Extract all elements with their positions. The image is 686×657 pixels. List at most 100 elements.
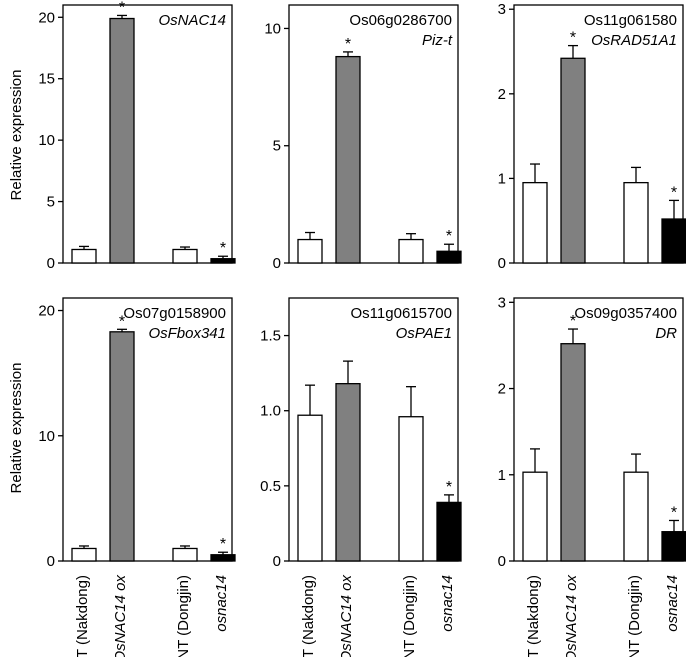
plot-frame: [288, 297, 459, 562]
gene-id: Os11g0615700: [351, 305, 452, 322]
significance-star: *: [671, 504, 677, 521]
plot-frame: [288, 4, 459, 264]
bar: [436, 501, 462, 562]
gene-id: Os11g061580: [584, 12, 677, 29]
xlabel-osnac14: osnac14: [439, 575, 456, 632]
significance-star: *: [220, 240, 226, 257]
ylabel-bottom: Relative expression: [8, 363, 25, 494]
xlabels-col-3: NT (Nakdong) OsNAC14 ox NT (Dongjin) osn…: [525, 575, 681, 657]
xlabel-nt-dongjin: NT (Dongjin): [175, 575, 192, 657]
bar: [560, 343, 586, 562]
gene-id: Os07g0158900: [123, 305, 226, 322]
bar: [398, 416, 424, 562]
y-tick-label: 10: [264, 20, 281, 37]
chart-panel: 0 5 10 15 20 * * OsNAC14: [38, 0, 236, 272]
plot-frame: [62, 297, 233, 562]
xlabels-col-1: NT (Nakdong) OsNAC14 ox NT (Dongjin) osn…: [74, 575, 230, 657]
ylabel-top: Relative expression: [8, 70, 25, 201]
bar: [623, 471, 649, 562]
y-tick-label: 0: [273, 553, 281, 570]
bar: [71, 248, 97, 264]
plot-frame: [62, 4, 233, 264]
xlabels-col-2: NT (Nakdong) OsNAC14 ox NT (Dongjin) osn…: [300, 575, 456, 657]
bar: [661, 218, 686, 264]
xlabel-nt-nakdong: NT (Nakdong): [525, 575, 542, 657]
chart-panel: 0 5 10 * * Os06g0286700 Piz-t: [264, 4, 462, 272]
bar: [560, 57, 586, 264]
significance-star: *: [119, 0, 125, 16]
bar: [297, 414, 323, 562]
xlabel-osnac14: osnac14: [664, 575, 681, 632]
xlabel-osnac14-ox: OsNAC14 ox: [338, 575, 355, 657]
gene-name: OsNAC14: [158, 12, 226, 29]
plot-frame: [513, 297, 684, 562]
bar: [210, 258, 236, 264]
y-tick-label: 3: [498, 294, 506, 311]
significance-star: *: [119, 313, 125, 330]
significance-star: *: [345, 36, 351, 53]
y-tick-label: 0: [273, 255, 281, 272]
y-tick-label: 1: [498, 467, 506, 484]
gene-id: Os06g0286700: [349, 12, 452, 29]
bar: [398, 238, 424, 264]
y-tick-label: 2: [498, 86, 506, 103]
gene-id: Os09g0357400: [574, 305, 677, 322]
bar: [335, 383, 361, 562]
bar: [109, 331, 135, 562]
bar: [210, 554, 236, 562]
y-tick-label: 10: [38, 428, 55, 445]
significance-star: *: [220, 536, 226, 553]
bar: [335, 55, 361, 264]
bar: [71, 547, 97, 562]
plot-frame: [513, 4, 684, 264]
y-tick-label: 5: [47, 194, 55, 211]
y-tick-label: 5: [273, 138, 281, 155]
bar: [172, 547, 198, 562]
y-tick-label: 1.5: [260, 328, 281, 345]
significance-star: *: [671, 184, 677, 201]
y-tick-label: 0: [47, 255, 55, 272]
chart-panel: 0 1 2 3 * * Os11g061580 OsRAD51A1: [498, 1, 686, 272]
bar: [436, 250, 462, 264]
bar: [172, 248, 198, 264]
bar: [297, 238, 323, 264]
y-tick-label: 1: [498, 170, 506, 187]
xlabel-nt-dongjin: NT (Dongjin): [401, 575, 418, 657]
y-tick-label: 0: [47, 553, 55, 570]
significance-star: *: [570, 30, 576, 47]
xlabel-nt-nakdong: NT (Nakdong): [300, 575, 317, 657]
xlabel-osnac14-ox: OsNAC14 ox: [112, 575, 129, 657]
significance-star: *: [446, 479, 452, 496]
y-tick-label: 20: [38, 303, 55, 320]
y-tick-label: 1.0: [260, 403, 281, 420]
chart-panels: 05101520**OsNAC140510**Os06g0286700Piz-t…: [38, 0, 686, 570]
significance-star: *: [446, 228, 452, 245]
y-tick-label: 3: [498, 1, 506, 18]
gene-name: OsPAE1: [396, 325, 452, 342]
y-tick-label: 0: [498, 255, 506, 272]
chart-panel: 0 0.5 1.0 1.5 * Os11g0615700 OsPAE1: [260, 297, 462, 570]
xlabel-nt-nakdong: NT (Nakdong): [74, 575, 91, 657]
bar: [623, 181, 649, 264]
y-tick-label: 2: [498, 381, 506, 398]
gene-name: Piz-t: [422, 32, 453, 49]
bar: [522, 181, 548, 264]
y-tick-label: 20: [38, 9, 55, 26]
bar: [109, 17, 135, 264]
y-tick-label: 0: [498, 553, 506, 570]
gene-name: OsRAD51A1: [591, 32, 677, 49]
y-tick-label: 10: [38, 132, 55, 149]
bar: [661, 531, 686, 562]
gene-name: OsFbox341: [148, 325, 226, 342]
y-tick-label: 15: [38, 71, 55, 88]
xlabel-nt-dongjin: NT (Dongjin): [626, 575, 643, 657]
xlabel-osnac14: osnac14: [213, 575, 230, 632]
gene-name: DR: [655, 325, 677, 342]
bar: [522, 471, 548, 562]
y-tick-label: 0.5: [260, 478, 281, 495]
significance-star: *: [570, 313, 576, 330]
xlabel-osnac14-ox: OsNAC14 ox: [563, 575, 580, 657]
